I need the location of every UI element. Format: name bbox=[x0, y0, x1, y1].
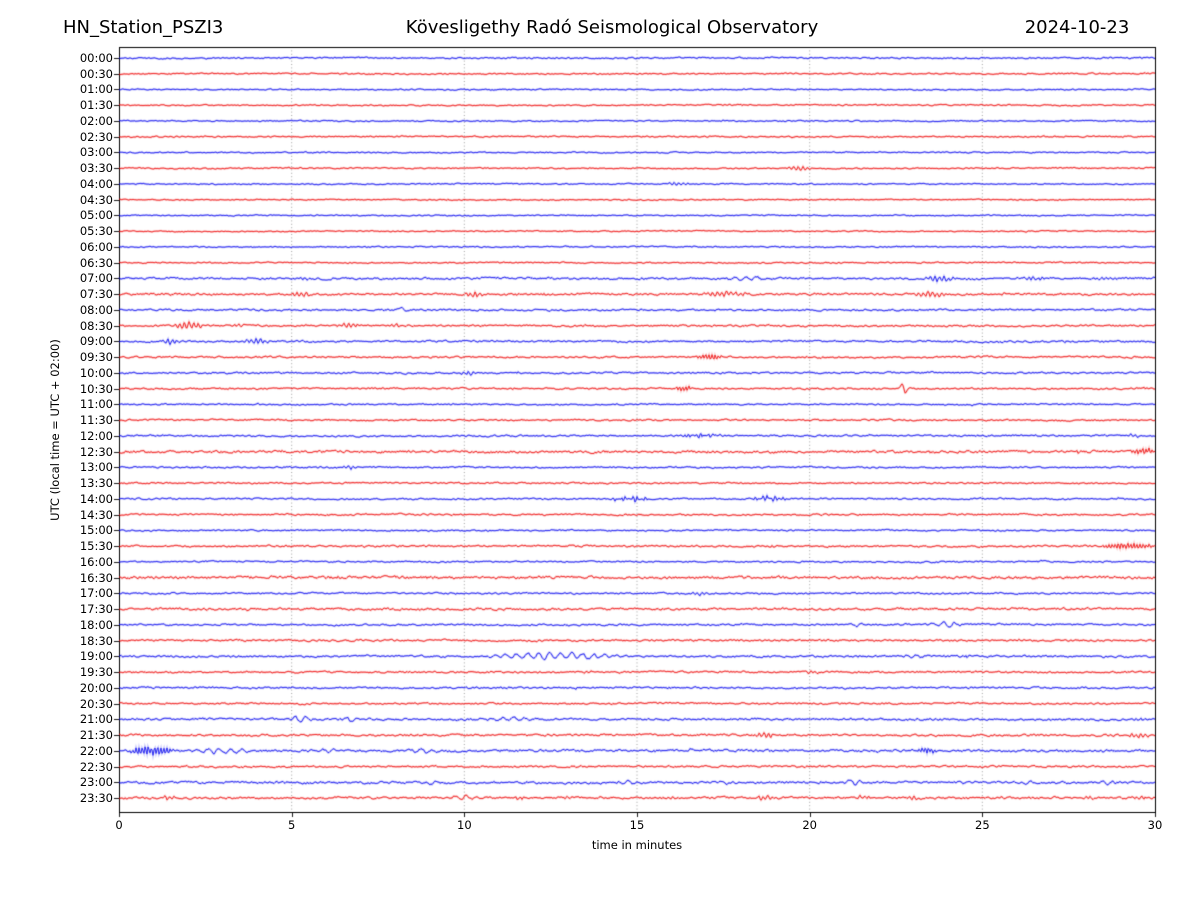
y-tick-label: 20:00 bbox=[79, 680, 113, 695]
y-tick-label: 10:30 bbox=[79, 381, 113, 396]
y-tick-label: 03:30 bbox=[79, 161, 113, 176]
x-tick-label: 10 bbox=[457, 818, 472, 832]
y-tick-label: 04:30 bbox=[79, 192, 113, 207]
x-tick-label: 20 bbox=[802, 818, 817, 832]
y-tick-label: 04:00 bbox=[79, 176, 113, 191]
y-tick-label: 13:30 bbox=[79, 476, 113, 491]
y-tick-label: 18:30 bbox=[79, 633, 113, 648]
observatory-title: Kövesligethy Radó Seismological Observat… bbox=[405, 17, 819, 38]
y-axis-label: UTC (local time = UTC + 02:00) bbox=[48, 339, 62, 521]
y-tick-label: 08:00 bbox=[79, 302, 113, 317]
y-tick-label: 22:30 bbox=[79, 759, 113, 774]
x-tick-label: 25 bbox=[975, 818, 990, 832]
y-tick-label: 21:00 bbox=[79, 712, 113, 727]
y-tick-label: 14:00 bbox=[79, 491, 113, 506]
y-tick-label: 15:30 bbox=[79, 539, 113, 554]
y-tick-label: 06:30 bbox=[79, 255, 113, 270]
y-tick-label: 16:00 bbox=[79, 554, 113, 569]
y-tick-label: 09:00 bbox=[79, 334, 113, 349]
y-tick-label: 21:30 bbox=[79, 728, 113, 743]
y-tick-label: 05:00 bbox=[79, 208, 113, 223]
y-tick-label: 08:30 bbox=[79, 318, 113, 333]
y-tick-label: 16:30 bbox=[79, 570, 113, 585]
y-tick-label: 10:00 bbox=[79, 365, 113, 380]
y-tick-label: 07:30 bbox=[79, 287, 113, 302]
y-tick-label: 19:30 bbox=[79, 665, 113, 680]
y-tick-label: 23:00 bbox=[79, 775, 113, 790]
y-tick-label: 20:30 bbox=[79, 696, 113, 711]
y-tick-label: 11:30 bbox=[79, 413, 113, 428]
y-tick-label: 02:00 bbox=[79, 113, 113, 128]
x-tick-label: 5 bbox=[287, 818, 296, 832]
date-title: 2024-10-23 bbox=[1024, 17, 1130, 38]
x-axis-label: time in minutes bbox=[591, 838, 683, 852]
y-tick-label: 17:30 bbox=[79, 602, 113, 617]
y-tick-label: 03:00 bbox=[79, 145, 113, 160]
y-tick-label: 00:00 bbox=[79, 51, 113, 65]
x-tick-label: 30 bbox=[1147, 818, 1163, 832]
y-tick-label: 11:00 bbox=[79, 397, 113, 412]
y-tick-label: 01:30 bbox=[79, 98, 113, 113]
y-tick-label: 05:30 bbox=[79, 224, 113, 239]
y-tick-label: 19:00 bbox=[79, 649, 113, 664]
y-tick-label: 14:30 bbox=[79, 507, 113, 522]
y-tick-label: 22:00 bbox=[79, 743, 113, 758]
y-tick-label: 17:00 bbox=[79, 586, 113, 601]
y-tick-label: 07:00 bbox=[79, 271, 113, 286]
y-tick-label: 00:30 bbox=[79, 66, 113, 81]
y-tick-label: 15:00 bbox=[79, 523, 113, 538]
y-tick-label: 09:30 bbox=[79, 350, 113, 365]
y-tick-label: 01:00 bbox=[79, 82, 113, 97]
y-tick-label: 23:30 bbox=[79, 791, 113, 805]
x-tick-label: 15 bbox=[629, 818, 645, 832]
y-tick-label: 02:30 bbox=[79, 129, 113, 144]
x-tick-label: 0 bbox=[115, 818, 123, 832]
y-tick-label: 18:00 bbox=[79, 617, 113, 632]
y-tick-label: 12:30 bbox=[79, 444, 113, 459]
y-tick-label: 13:00 bbox=[79, 460, 113, 475]
station-title: HN_Station_PSZI3 bbox=[63, 17, 224, 38]
y-tick-label: 12:00 bbox=[79, 428, 113, 443]
y-tick-label: 06:00 bbox=[79, 239, 113, 254]
